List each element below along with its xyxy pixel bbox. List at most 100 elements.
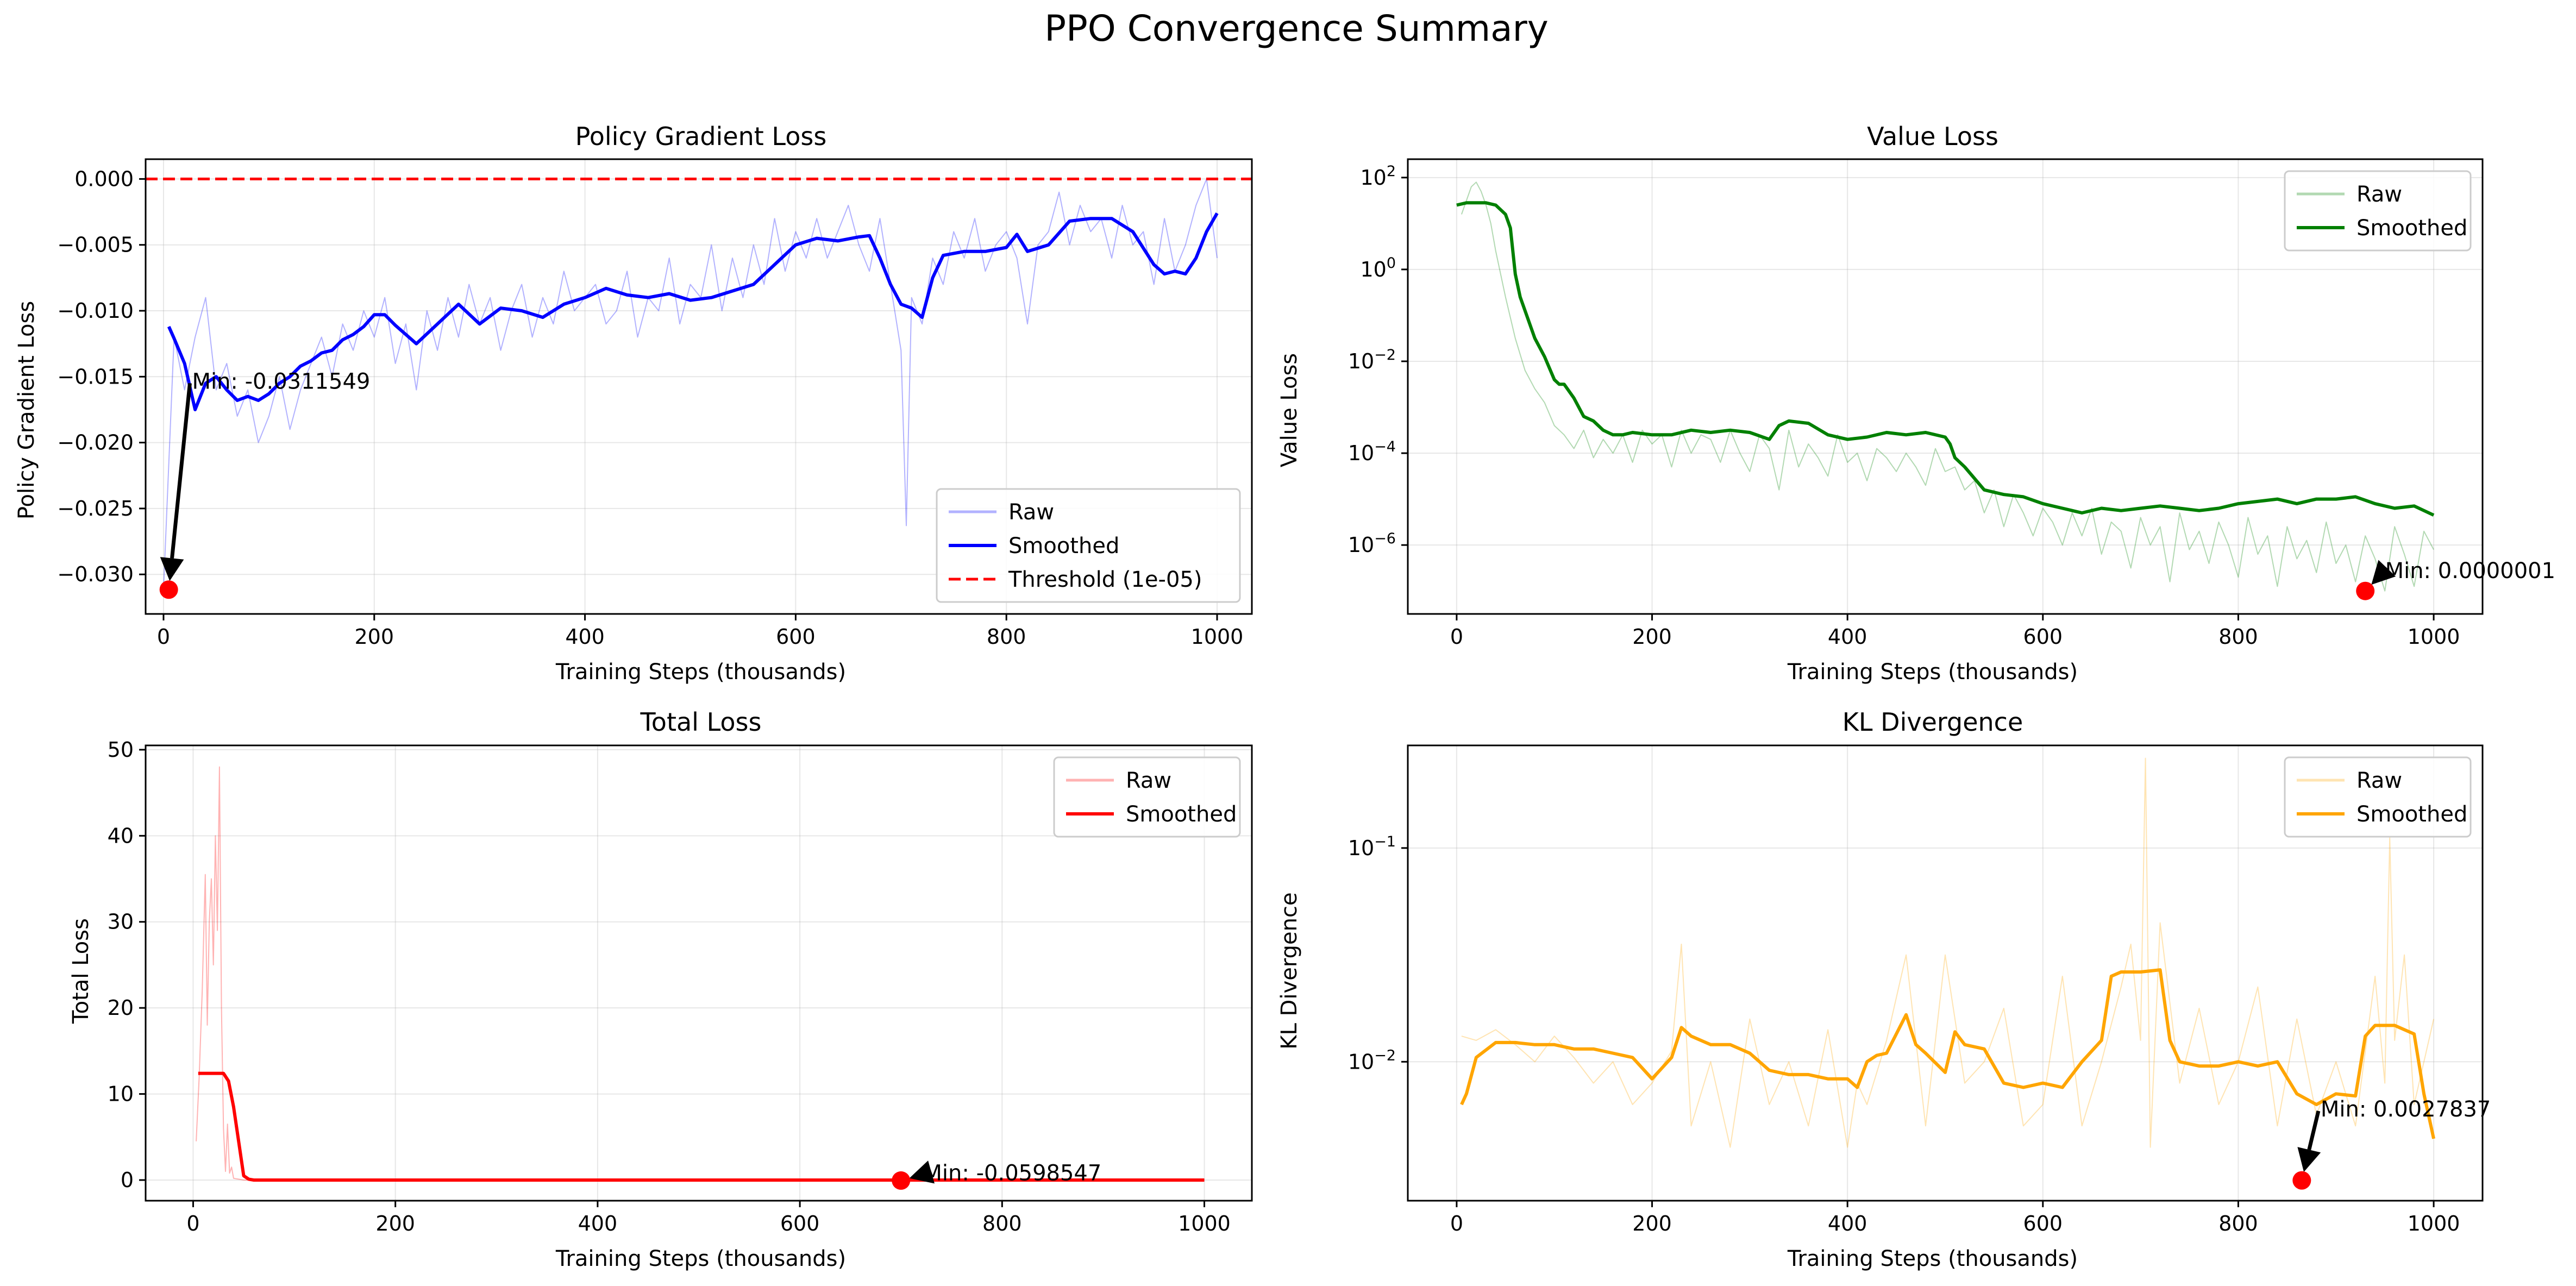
plot-area: Min: -0.0598547 [146, 745, 1252, 1201]
series-line-raw [1461, 757, 2435, 1148]
x-tick-label: 800 [982, 1212, 1022, 1235]
y-tick-label: −0.010 [57, 299, 134, 323]
legend-label: Threshold (1e-05) [1008, 567, 1202, 592]
annotation-arrow-head [2297, 1147, 2321, 1172]
y-tick-label: −0.020 [57, 431, 134, 455]
y-tick-label: 0 [121, 1168, 134, 1192]
y-tick-label: −0.025 [57, 497, 134, 520]
x-tick-label: 1000 [1191, 625, 1244, 649]
minimum-marker [2292, 1171, 2311, 1190]
legend: Raw Smoothed [2284, 756, 2472, 838]
legend-label: Raw [2356, 182, 2402, 207]
x-tick-label: 0 [1450, 1212, 1463, 1235]
total-loss-panel: Total Loss Training Steps (thousands) To… [68, 707, 1253, 1271]
x-tick-label: 400 [1828, 1212, 1867, 1235]
legend-label: Smoothed [2356, 216, 2467, 241]
y-tick-label: −0.030 [57, 562, 134, 586]
annotation-label: Min: 0.0000001 [2385, 559, 2555, 584]
x-tick-label: 600 [780, 1212, 820, 1235]
x-axis-label: Training Steps (thousands) [555, 1246, 846, 1271]
y-axis-label: Policy Gradient Loss [14, 301, 39, 519]
annotation-label: Min: 0.0027837 [2321, 1097, 2491, 1122]
x-tick-label: 200 [355, 625, 394, 649]
axes-frame [1407, 158, 2484, 615]
y-tick-label: 20 [108, 996, 134, 1020]
y-tick-label: 0.000 [74, 167, 134, 191]
value-loss-panel: Value Loss Training Steps (thousands) Va… [1277, 122, 2555, 685]
x-tick-label: 200 [1632, 625, 1672, 649]
axes-frame [145, 744, 1253, 1202]
x-tick-label: 600 [2023, 625, 2063, 649]
y-tick-label: 10−2 [1348, 347, 1396, 373]
annotation-arrow-head [2371, 560, 2396, 585]
y-tick-label: 40 [108, 824, 134, 848]
y-tick-label: 10−4 [1348, 438, 1396, 465]
x-tick-label: 0 [186, 1212, 199, 1235]
y-tick-label: 30 [108, 910, 134, 934]
y-axis-label: Value Loss [1277, 353, 1302, 467]
y-axis-label: KL Divergence [1277, 892, 1302, 1049]
policy-gradient-loss-panel: Policy Gradient Loss Training Steps (tho… [14, 122, 1253, 685]
y-tick-label: 10−6 [1348, 530, 1396, 557]
y-tick-label: 102 [1360, 163, 1396, 190]
x-tick-label: 600 [2023, 1212, 2063, 1235]
x-tick-label: 800 [2218, 625, 2258, 649]
legend: Raw Smoothed Threshold (1e-05) [936, 488, 1241, 603]
legend: Raw Smoothed [1053, 756, 1241, 838]
y-tick-label: 10−2 [1348, 1047, 1396, 1074]
x-axis-label: Training Steps (thousands) [555, 660, 846, 685]
series-line-smoothed [1460, 968, 2436, 1139]
x-tick-label: 400 [1828, 625, 1867, 649]
y-tick-label: 50 [108, 738, 134, 762]
minimum-marker [2356, 581, 2375, 600]
axes-frame [145, 158, 1253, 615]
annotation-label: Min: -0.0598547 [923, 1160, 1101, 1185]
legend: Raw Smoothed [2284, 170, 2472, 252]
series-line-raw [163, 178, 1218, 589]
legend-box [1053, 756, 1241, 838]
series-line-raw [1461, 181, 2434, 592]
panel-title: Policy Gradient Loss [575, 122, 827, 151]
series-line-smoothed [1456, 201, 2435, 517]
y-tick-label: −0.015 [57, 365, 134, 388]
annotation-arrow-head [909, 1160, 935, 1184]
annotation-arrow-shaft [2307, 1110, 2321, 1151]
annotation-arrow-head [160, 557, 184, 581]
x-tick-label: 1000 [1178, 1212, 1231, 1235]
legend-box [2284, 170, 2472, 252]
x-tick-label: 800 [987, 625, 1026, 649]
minimum-marker [892, 1171, 911, 1190]
x-tick-label: 1000 [2408, 625, 2460, 649]
figure-title: PPO Convergence Summary [1044, 8, 1549, 49]
y-tick-label: 10 [108, 1082, 134, 1106]
legend-label: Raw [2356, 768, 2402, 793]
x-tick-label: 400 [578, 1212, 618, 1235]
y-tick-label: 10−1 [1348, 833, 1396, 860]
x-tick-label: 200 [375, 1212, 415, 1235]
legend-label: Smoothed [1126, 802, 1237, 827]
minimum-marker [159, 580, 178, 599]
legend-label: Smoothed [1008, 534, 1119, 559]
panel-title: Value Loss [1867, 122, 1998, 151]
x-tick-label: 0 [1450, 625, 1463, 649]
kl-divergence-panel: KL Divergence Training Steps (thousands)… [1277, 707, 2491, 1271]
panel-title: Total Loss [640, 707, 762, 737]
x-tick-label: 600 [776, 625, 816, 649]
x-tick-label: 200 [1632, 1212, 1672, 1235]
legend-label: Smoothed [2356, 802, 2467, 827]
legend-box [936, 488, 1241, 603]
x-tick-label: 1000 [2408, 1212, 2460, 1235]
legend-label: Raw [1126, 768, 1171, 793]
y-tick-label: 100 [1360, 255, 1396, 281]
x-tick-label: 400 [565, 625, 605, 649]
y-tick-label: −0.005 [57, 233, 134, 257]
axes-frame [1407, 744, 2484, 1202]
plot-area: Min: -0.0311549 [146, 159, 1252, 614]
x-axis-label: Training Steps (thousands) [1787, 1246, 2078, 1271]
series-line-smoothed [167, 212, 1219, 411]
legend-box [2284, 756, 2472, 838]
panel-title: KL Divergence [1842, 707, 2023, 737]
x-tick-label: 0 [157, 625, 170, 649]
